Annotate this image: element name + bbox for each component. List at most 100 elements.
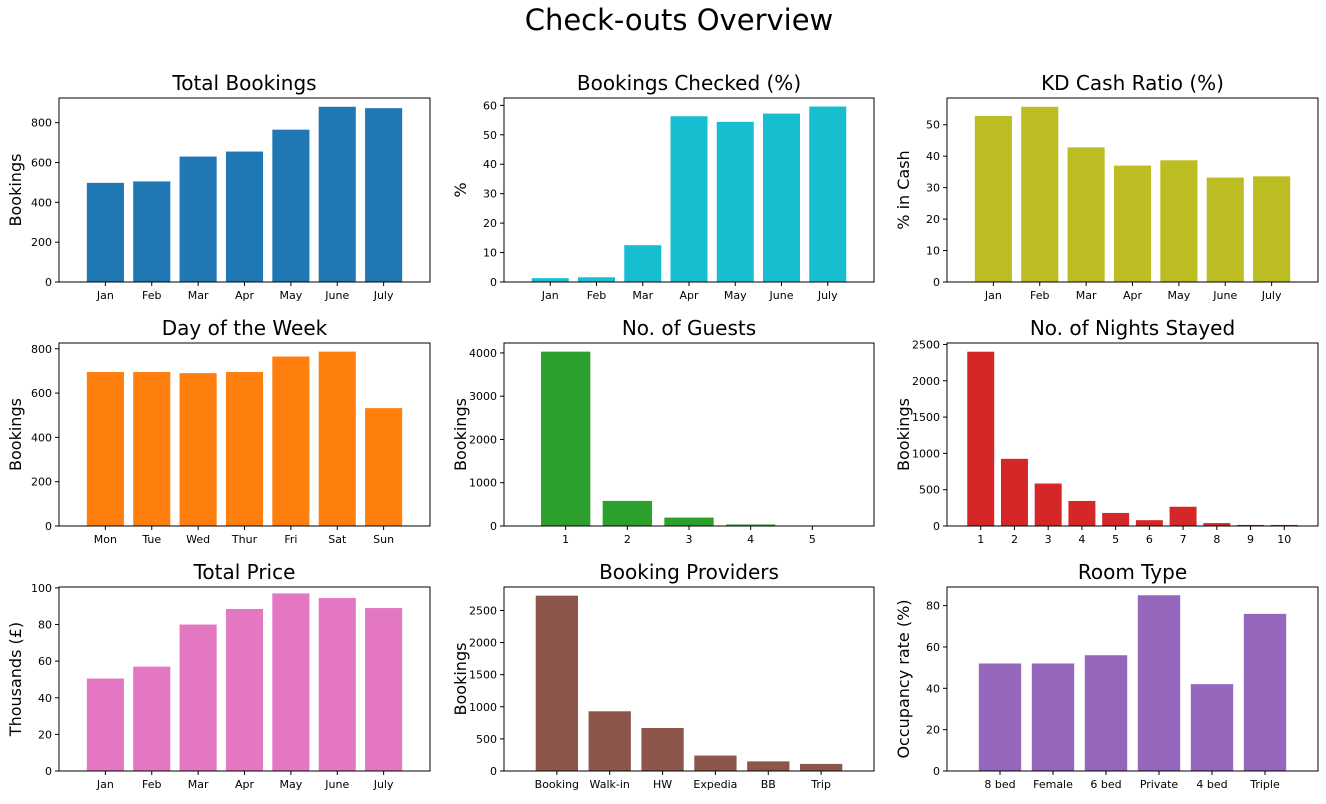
bar-4-bed [1191, 684, 1233, 771]
y-tick-label: 4000 [469, 347, 497, 360]
y-tick-label: 2500 [469, 604, 497, 617]
bar-triple [1244, 614, 1286, 771]
x-tick-label: Apr [235, 778, 255, 791]
bar-6-bed [1085, 655, 1127, 771]
bar-may [1160, 160, 1197, 282]
bar-feb [1021, 107, 1058, 282]
y-tick-label: 10 [483, 247, 497, 260]
panel-title: Room Type [1078, 560, 1187, 584]
panel-title: KD Cash Ratio (%) [1041, 71, 1224, 95]
x-tick-label: 6 bed [1090, 778, 1121, 791]
y-tick-label: 30 [483, 188, 497, 201]
bar-sat [319, 352, 356, 526]
bar-apr [226, 152, 263, 282]
y-tick-label: 100 [31, 582, 52, 595]
bar-4 [1068, 501, 1095, 526]
x-tick-label: Feb [142, 778, 161, 791]
y-tick-label: 0 [490, 765, 497, 778]
x-tick-label: 4 bed [1196, 778, 1227, 791]
y-tick-label: 1000 [912, 447, 940, 460]
x-tick-label: 1 [977, 533, 984, 546]
y-axis-label: Bookings [451, 398, 470, 471]
x-tick-label: July [373, 289, 394, 302]
y-tick-label: 0 [45, 520, 52, 533]
bar-jan [87, 679, 124, 771]
y-tick-label: 600 [31, 157, 52, 170]
x-tick-label: June [324, 289, 349, 302]
x-tick-label: Jan [96, 778, 114, 791]
bar-may [272, 593, 309, 771]
x-tick-label: 3 [1045, 533, 1052, 546]
x-tick-label: Jan [984, 289, 1002, 302]
bar-fri [272, 357, 309, 526]
y-tick-label: 0 [933, 765, 940, 778]
x-tick-label: 5 [809, 533, 816, 546]
bar-apr [1114, 166, 1151, 282]
x-tick-label: HW [653, 778, 672, 791]
x-tick-label: 7 [1180, 533, 1187, 546]
y-axis-label: % in Cash [894, 150, 913, 229]
bar-private [1138, 595, 1180, 771]
bar-8-bed [979, 663, 1021, 771]
bar-sun [365, 408, 402, 526]
bar-2 [1001, 459, 1028, 526]
x-tick-label: Mar [632, 289, 653, 302]
x-tick-label: 3 [686, 533, 693, 546]
panel-title: Day of the Week [162, 316, 328, 340]
bar-feb [578, 277, 615, 282]
x-tick-label: 6 [1146, 533, 1153, 546]
bar-walk-in [589, 711, 631, 771]
y-tick-label: 40 [38, 692, 52, 705]
bar-may [717, 122, 754, 282]
x-tick-label: Female [1033, 778, 1073, 791]
panel-title: No. of Nights Stayed [1030, 316, 1235, 340]
x-tick-label: Jan [541, 289, 559, 302]
bar-july [809, 107, 846, 282]
x-tick-label: Feb [1030, 289, 1049, 302]
x-tick-label: 9 [1247, 533, 1254, 546]
x-tick-label: 4 [1078, 533, 1085, 546]
y-tick-label: 800 [31, 117, 52, 130]
y-tick-label: 2000 [469, 637, 497, 650]
x-tick-label: Mar [188, 289, 209, 302]
x-tick-label: Mar [1076, 289, 1097, 302]
bar-june [763, 114, 800, 282]
figure-title: Check-outs Overview [525, 3, 834, 37]
y-tick-label: 0 [933, 276, 940, 289]
x-tick-label: May [724, 289, 747, 302]
x-tick-label: Apr [1123, 289, 1143, 302]
panel-title: No. of Guests [622, 316, 756, 340]
x-tick-label: BB [761, 778, 776, 791]
bar-june [1207, 178, 1244, 282]
x-tick-label: 1 [562, 533, 569, 546]
x-tick-label: July [373, 778, 394, 791]
y-tick-label: 500 [919, 484, 940, 497]
y-tick-label: 20 [926, 724, 940, 737]
y-tick-label: 50 [483, 129, 497, 142]
y-tick-label: 40 [483, 158, 497, 171]
bar-3 [664, 518, 713, 526]
panel-title: Total Bookings [171, 71, 316, 95]
x-tick-label: Private [1140, 778, 1179, 791]
bar-july [1253, 176, 1290, 282]
x-tick-label: Expedia [693, 778, 737, 791]
bar-june [319, 598, 356, 771]
x-tick-label: 2 [624, 533, 631, 546]
bar-3 [1035, 484, 1062, 526]
bar-july [365, 108, 402, 282]
x-tick-label: Feb [142, 289, 161, 302]
bar-mar [180, 157, 217, 282]
bar-mar [180, 625, 217, 771]
bar-bb [747, 761, 789, 771]
x-tick-label: June [1212, 289, 1237, 302]
x-tick-label: Trip [810, 778, 831, 791]
x-tick-label: Fri [284, 533, 297, 546]
x-tick-label: July [1261, 289, 1282, 302]
x-tick-label: Thur [231, 533, 258, 546]
panel-no-of-nights-stayed: No. of Nights StayedBookings050010001500… [894, 316, 1318, 546]
